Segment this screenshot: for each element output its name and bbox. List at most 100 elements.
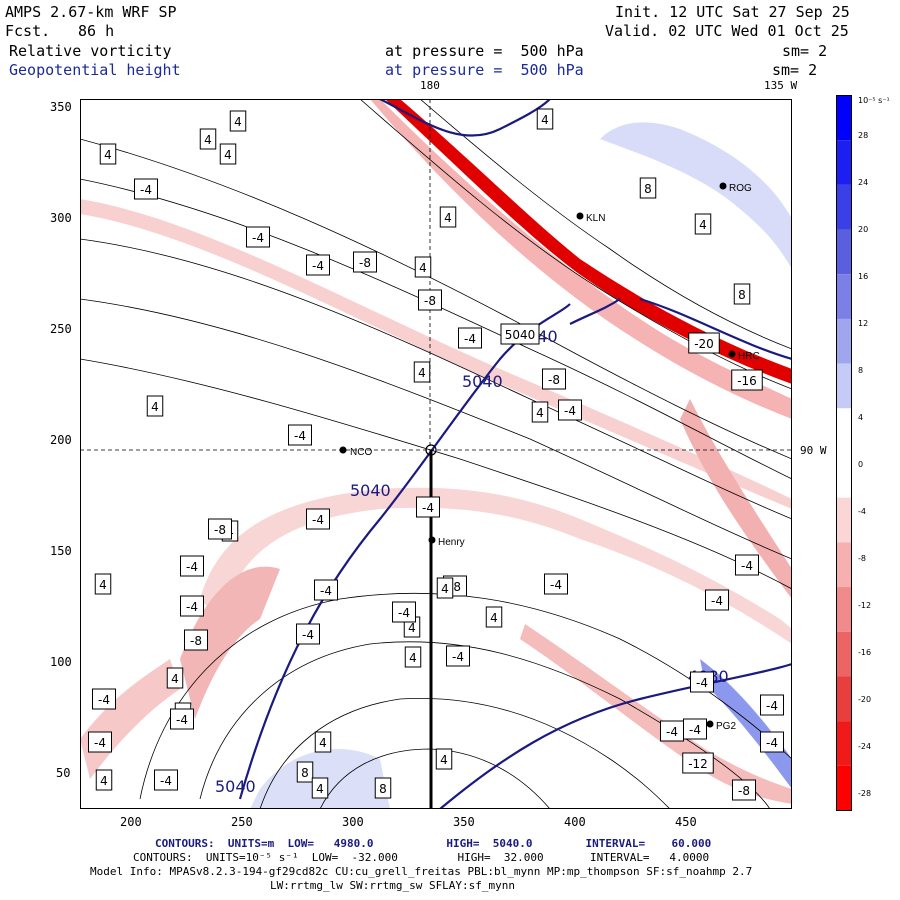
vorticity-label-box bbox=[95, 769, 113, 791]
colorbar-cell bbox=[836, 587, 852, 632]
negative-vorticity-band bbox=[520, 624, 792, 804]
forecast-label: Fcst. bbox=[5, 22, 51, 40]
vorticity-label: -4 bbox=[689, 723, 701, 737]
vorticity-label: -4 bbox=[398, 606, 410, 620]
vorticity-label: -8 bbox=[424, 294, 436, 308]
longitude-90w-label: 90 W bbox=[800, 444, 827, 457]
vorticity-label: -16 bbox=[737, 374, 757, 388]
colorbar-label: 12 bbox=[858, 319, 868, 328]
vorticity-label: -8 bbox=[449, 580, 461, 594]
height-label: 5040 bbox=[215, 777, 256, 796]
colorbar-cell bbox=[836, 363, 852, 409]
colorbar-cell bbox=[836, 542, 852, 588]
positive-vorticity-area bbox=[700, 659, 792, 789]
colorbar: 10⁻⁵ s⁻¹ 28 24 20 16 12 8 4 0 -4 -8 -12 -16 -20 -24 -2… bbox=[836, 95, 890, 811]
colorbar-cell bbox=[836, 95, 852, 141]
station-label: NCO bbox=[350, 447, 372, 458]
field2-name: Geopotential height bbox=[9, 61, 181, 79]
vorticity-label: -4 bbox=[422, 501, 434, 515]
model-info: Model Info: MPASv8.2.3-194-gf29cd82c CU:… bbox=[90, 865, 753, 878]
colorbar-cell bbox=[836, 631, 852, 677]
colorbar-cell bbox=[836, 229, 852, 275]
vorticity-label-box bbox=[184, 629, 208, 651]
vorticity-label-box bbox=[683, 718, 707, 740]
vorticity-label-box bbox=[404, 646, 422, 668]
vorticity-label-box bbox=[500, 323, 540, 345]
vorticity-label-box bbox=[94, 573, 112, 595]
vorticity-label: 4 bbox=[440, 753, 448, 767]
y-tick: 50 bbox=[56, 766, 71, 780]
vorticity-label-box bbox=[88, 731, 112, 753]
station-label: HRC bbox=[738, 351, 760, 362]
colorbar-label: 16 bbox=[858, 272, 868, 281]
y-tick: 300 bbox=[50, 211, 72, 225]
vorticity-label: 4 bbox=[316, 782, 324, 796]
vorticity-label-box bbox=[418, 289, 442, 311]
vorticity-label: -8 bbox=[738, 784, 750, 798]
vorticity-label: -12 bbox=[688, 757, 708, 771]
colorbar-label: 4 bbox=[858, 413, 863, 422]
vorticity-label: -4 bbox=[711, 594, 723, 608]
negative-vorticity-band bbox=[80, 199, 792, 509]
vorticity-label-box bbox=[311, 777, 329, 799]
station-dot bbox=[728, 350, 736, 358]
colorbar-label: 8 bbox=[858, 366, 863, 375]
vorticity-label: 4 bbox=[224, 148, 232, 162]
station-dot bbox=[719, 182, 727, 190]
vorticity-label: 4 bbox=[100, 774, 108, 788]
vorticity-map[interactable]: NCO Henry KLN HRC ROG PG2 5040 5040 5040… bbox=[80, 99, 792, 809]
y-tick: 250 bbox=[50, 322, 72, 336]
vorticity-label-box bbox=[208, 518, 232, 540]
vorticity-label-box bbox=[306, 508, 330, 530]
field1-pressure: at pressure = 500 hPa bbox=[385, 42, 584, 60]
colorbar-cell bbox=[836, 184, 852, 230]
vorticity-label-box bbox=[246, 226, 270, 248]
vorticity-label-box bbox=[531, 401, 549, 423]
colorbar-label: -12 bbox=[858, 601, 871, 610]
vorticity-label-box bbox=[690, 671, 714, 693]
vorticity-label-box bbox=[314, 579, 338, 601]
vorticity-label: 4 bbox=[541, 113, 549, 127]
colorbar-label: 28 bbox=[858, 131, 868, 140]
colorbar-cell bbox=[836, 453, 852, 498]
negative-vorticity-band bbox=[680, 399, 792, 599]
colorbar-cell bbox=[836, 497, 852, 543]
y-tick: 350 bbox=[50, 100, 72, 114]
init-time: Init. 12 UTC Sat 27 Sep 25 bbox=[615, 3, 850, 21]
vorticity-label-box bbox=[542, 368, 566, 390]
colorbar-label: -16 bbox=[858, 648, 871, 657]
vorticity-label-box bbox=[414, 256, 432, 278]
vorticity-label-box bbox=[639, 177, 657, 199]
colorbar-label: -8 bbox=[858, 554, 866, 563]
vorticity-label-box bbox=[199, 128, 217, 150]
vorticity-label-box bbox=[166, 667, 184, 689]
colorbar-label: 24 bbox=[858, 178, 868, 187]
field2-smoothing: sm= 2 bbox=[772, 61, 818, 79]
colorbar-cell bbox=[836, 721, 852, 766]
vorticity-label: 4 bbox=[104, 148, 112, 162]
vorticity-label: -4 bbox=[312, 513, 324, 527]
height-contour bbox=[379, 99, 551, 137]
station-label: PG2 bbox=[716, 721, 736, 732]
x-tick: 250 bbox=[231, 815, 253, 829]
vorticity-label: 4 bbox=[441, 582, 449, 596]
vorticity-label: 4 bbox=[99, 578, 107, 592]
vorticity-label-box bbox=[536, 108, 554, 130]
height-contour bbox=[639, 297, 792, 361]
height-label: 5040 bbox=[462, 372, 503, 391]
colorbar-cell bbox=[836, 318, 852, 364]
vorticity-label: 4 bbox=[319, 736, 327, 750]
vorticity-label: -4 bbox=[766, 699, 778, 713]
vorticity-label: -8 bbox=[548, 373, 560, 387]
vorticity-label: 4 bbox=[171, 672, 179, 686]
vorticity-label: -20 bbox=[694, 337, 714, 351]
vorticity-label: -4 bbox=[452, 650, 464, 664]
vorticity-label: -4 bbox=[94, 736, 106, 750]
vorticity-label-box bbox=[170, 708, 194, 730]
colorbar-label: 0 bbox=[858, 460, 863, 469]
vorticity-label-box bbox=[413, 361, 431, 383]
colorbar-frame bbox=[836, 95, 852, 811]
colorbar-cell bbox=[836, 676, 852, 722]
colorbar-label: -4 bbox=[858, 507, 866, 516]
vorticity-label-box bbox=[446, 645, 470, 667]
